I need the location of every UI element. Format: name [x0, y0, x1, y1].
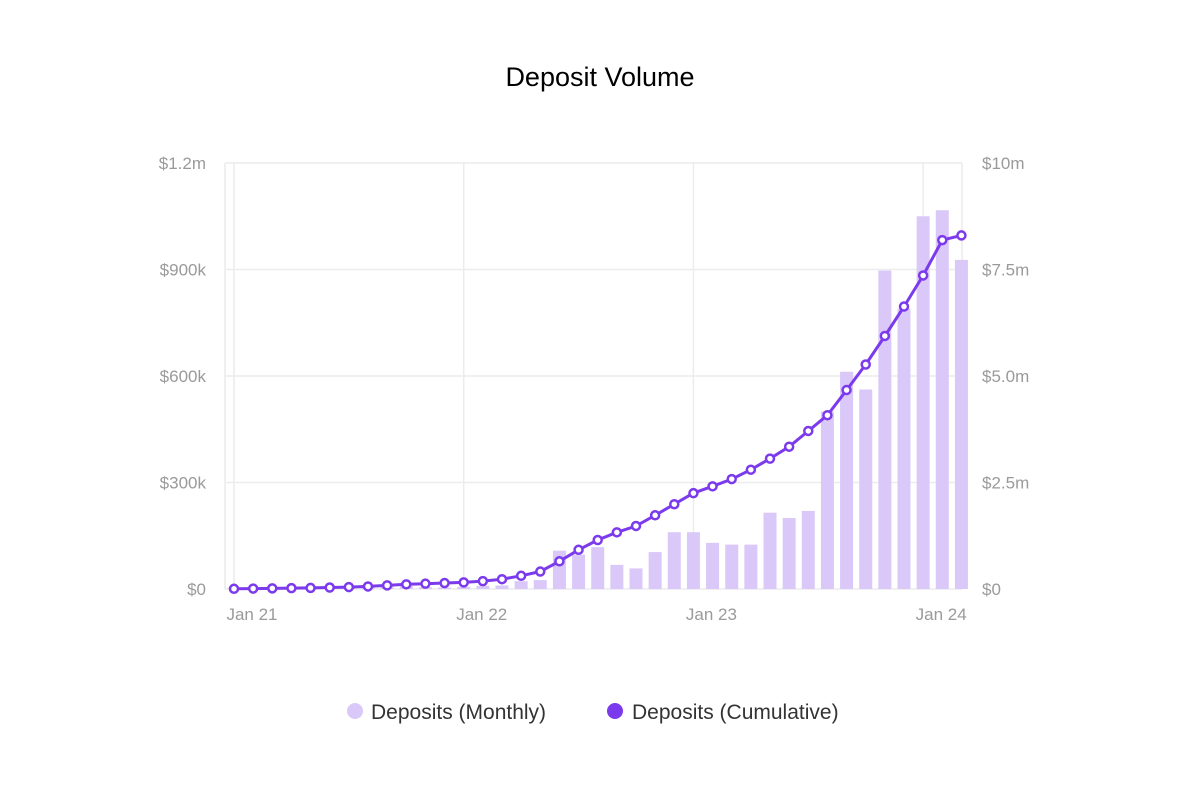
monthly-bar — [629, 568, 643, 589]
cumulative-point — [879, 330, 891, 342]
y-left-tick-label: $1.2m — [159, 154, 206, 173]
monthly-bar — [476, 585, 490, 589]
cumulative-point — [305, 582, 316, 594]
cumulative-point — [707, 481, 718, 492]
monthly-bar — [725, 544, 739, 589]
cumulative-point — [688, 487, 699, 499]
x-tick-label: Jan 22 — [456, 605, 507, 624]
cumulative-point — [898, 301, 910, 312]
legend-swatch-monthly — [347, 703, 363, 719]
cumulative-point — [649, 510, 661, 521]
monthly-bar — [878, 270, 892, 589]
cumulative-point — [917, 270, 929, 281]
cumulative-point — [937, 234, 948, 246]
cumulative-point — [324, 582, 335, 593]
cumulative-point — [458, 577, 469, 588]
cumulative-point — [669, 498, 680, 510]
y-left-tick-label: $600k — [160, 367, 207, 386]
monthly-bar — [514, 581, 528, 589]
monthly-bars — [227, 210, 968, 589]
cumulative-point — [592, 534, 603, 546]
monthly-bar — [533, 580, 547, 589]
monthly-bar — [954, 259, 968, 589]
x-tick-label: Jan 24 — [916, 605, 967, 624]
y-left-tick-label: $0 — [187, 580, 206, 599]
x-tick-label: Jan 21 — [226, 605, 277, 624]
cumulative-point — [362, 581, 374, 592]
x-tick-label: Jan 23 — [686, 605, 737, 624]
monthly-bar — [495, 585, 509, 589]
cumulative-point — [745, 464, 757, 475]
monthly-bar — [686, 532, 700, 589]
cumulative-point — [822, 409, 833, 421]
cumulative-point — [611, 527, 623, 538]
legend-swatch-cumulative — [607, 703, 623, 719]
cumulative-point — [535, 566, 546, 577]
cumulative-line-layer — [228, 230, 967, 595]
monthly-bar — [935, 210, 949, 589]
y-left-tick-label: $900k — [160, 261, 207, 280]
monthly-bar — [591, 547, 605, 589]
monthly-bar — [897, 308, 911, 589]
cumulative-point — [841, 384, 852, 396]
legend-label-cumulative: Deposits (Cumulative) — [632, 701, 839, 724]
monthly-bar — [572, 554, 586, 589]
cumulative-point — [496, 573, 508, 585]
monthly-bar — [706, 542, 720, 589]
cumulative-point — [420, 578, 431, 589]
monthly-bar — [782, 518, 796, 589]
cumulative-point — [726, 473, 737, 485]
cumulative-point — [554, 556, 565, 567]
cumulative-point — [477, 575, 489, 587]
monthly-bar — [457, 586, 471, 589]
cumulative-point — [401, 579, 412, 590]
monthly-bar — [667, 532, 681, 589]
cumulative-point — [803, 425, 814, 437]
monthly-bar — [820, 411, 834, 589]
monthly-bar — [610, 564, 624, 589]
legend[interactable]: Deposits (Monthly) Deposits (Cumulative) — [347, 701, 839, 724]
cumulative-point — [267, 583, 278, 594]
cumulative-point — [228, 583, 240, 595]
cumulative-point — [573, 544, 584, 556]
cumulative-point — [343, 581, 355, 593]
cumulative-point — [439, 577, 450, 589]
cumulative-point — [286, 582, 297, 594]
monthly-bar — [763, 512, 777, 589]
monthly-bar — [744, 544, 758, 589]
y-right-tick-label: $2.5m — [982, 474, 1029, 493]
y-right-tick-label: $7.5m — [982, 261, 1029, 280]
cumulative-point — [783, 441, 795, 452]
cumulative-point — [764, 453, 776, 464]
axis-labels: $0 $300k $600k $900k $1.2m $0 $2.5m $5.0m $7.5m $… — [159, 154, 1030, 624]
monthly-bar — [438, 587, 452, 589]
cumulative-point — [247, 583, 259, 594]
y-right-tick-label: $10m — [982, 154, 1025, 173]
monthly-bar — [840, 371, 854, 589]
y-left-tick-label: $300k — [160, 474, 207, 493]
cumulative-point — [956, 230, 967, 241]
monthly-bar — [801, 510, 815, 589]
cumulative-point — [381, 580, 393, 591]
legend-label-monthly: Deposits (Monthly) — [371, 701, 546, 724]
y-right-tick-label: $0 — [982, 580, 1001, 599]
cumulative-point — [515, 570, 527, 582]
monthly-bar — [859, 389, 873, 589]
monthly-bar — [916, 216, 930, 589]
cumulative-point — [860, 359, 871, 370]
monthly-bar — [648, 552, 662, 589]
chart-title: Deposit Volume — [505, 62, 694, 92]
y-right-tick-label: $5.0m — [982, 367, 1029, 386]
cumulative-point — [630, 520, 642, 532]
